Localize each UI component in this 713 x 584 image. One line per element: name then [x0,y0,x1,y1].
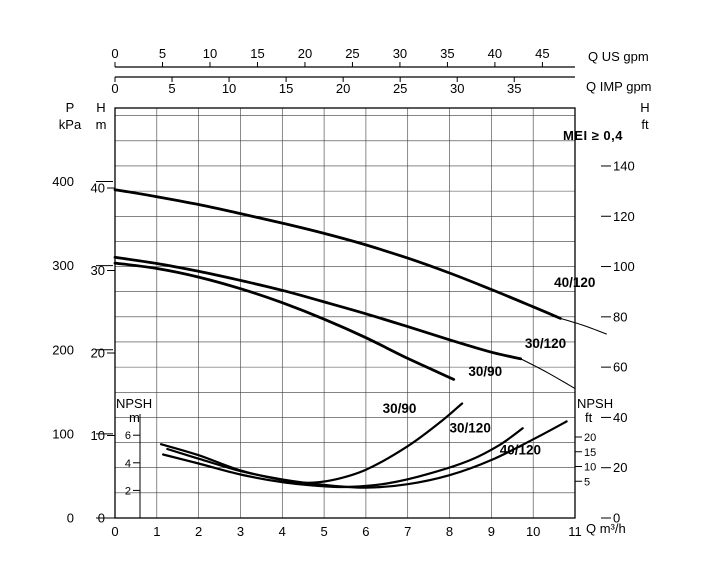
npsh-ft-tick-label: 15 [584,447,596,459]
npsh-curve-label-30/90: 30/90 [383,401,417,416]
flow-m3h-tick-label: 0 [111,524,118,539]
head-m-axis-unit: m [95,117,107,132]
flow-m3h-tick-label: 3 [237,524,244,539]
npsh-ft-axis-unit: ft [585,410,593,425]
kpa-tick-label: 0 [67,511,74,526]
us-gpm-tick-label: 15 [250,46,264,61]
flow-m3h-tick-label: 4 [279,524,286,539]
npsh-curve-40/120 [166,420,568,489]
pressure-axis-symbol: P [65,100,75,115]
head-ft-tick-label: 120 [613,209,635,224]
head-m-tick-label: 20 [91,346,105,361]
imp-gpm-tick-label: 5 [168,81,175,96]
head-m-tick-label: 0 [98,511,105,526]
head-curve-40/120 [113,188,562,320]
npsh-m-axis-unit: m [129,410,140,425]
flow-m3h-tick-label: 9 [488,524,495,539]
head-m-tick-label: 30 [91,263,105,278]
head-curve-30/90 [113,261,456,381]
flow-m3h-tick-label: 5 [320,524,327,539]
npsh-ft-tick-label: 5 [584,476,590,488]
imp-gpm-tick-label: 25 [393,81,407,96]
imp-gpm-tick-label: 35 [507,81,521,96]
imp-gpm-tick-label: 0 [111,81,118,96]
npsh-curve-label-30/120: 30/120 [450,420,491,435]
head-curve-label-30/120: 30/120 [525,336,566,351]
flow-imp-gpm-axis-label: Q IMP gpm [586,79,652,94]
kpa-tick-label: 400 [52,174,74,189]
head-ft-tick-label: 80 [613,309,627,324]
npsh-m-tick-label: 2 [125,485,131,497]
head-curve-extension-30/120 [520,358,576,390]
us-gpm-tick-label: 35 [440,46,454,61]
us-gpm-tick-label: 45 [535,46,549,61]
head-ft-tick-label: 60 [613,360,627,375]
us-gpm-tick-label: 0 [111,46,118,61]
kpa-tick-label: 200 [52,342,74,357]
us-gpm-tick-label: 30 [393,46,407,61]
head-m-tick-label: 40 [91,181,105,196]
npsh-ft-axis-symbol: NPSH [577,396,614,411]
head-curve-label-30/90: 30/90 [468,364,502,379]
imp-gpm-tick-label: 15 [279,81,293,96]
head-ft-axis-symbol: H [640,100,650,115]
flow-us-gpm-axis-label: Q US gpm [588,49,649,64]
kpa-tick-label: 300 [52,258,74,273]
flow-m3h-tick-label: 2 [195,524,202,539]
us-gpm-tick-label: 5 [159,46,166,61]
plot-border [114,107,576,519]
kpa-tick-label: 100 [52,426,74,441]
flow-m3h-axis-label: Q m³/h [586,521,626,536]
pressure-axis-unit: kPa [58,117,82,132]
flow-m3h-tick-label: 10 [526,524,540,539]
head-curve-extension-40/120 [559,317,607,335]
head-curve-30/120 [113,255,522,361]
flow-m3h-tick-label: 11 [568,524,582,539]
mei-efficiency-label: MEI ≥ 0,4 [562,128,623,143]
npsh-m-tick-label: 6 [125,430,131,442]
npsh-curve-label-40/120: 40/120 [500,443,541,458]
head-ft-tick-label: 140 [613,158,635,173]
head-ft-tick-label: 0 [613,511,620,526]
head-ft-tick-label: 100 [613,259,635,274]
us-gpm-tick-label: 10 [203,46,217,61]
npsh-ft-tick-label: 10 [584,462,596,474]
npsh-m-tick-label: 4 [125,458,131,470]
head-ft-tick-label: 40 [613,410,627,425]
us-gpm-tick-label: 20 [298,46,312,61]
head-m-axis-symbol: H [96,100,106,115]
imp-gpm-tick-label: 30 [450,81,464,96]
flow-m3h-tick-label: 6 [362,524,369,539]
us-gpm-tick-label: 40 [488,46,502,61]
npsh-ft-tick-label: 20 [584,432,596,444]
flow-m3h-tick-label: 1 [153,524,160,539]
head-curve-label-40/120: 40/120 [554,275,595,290]
imp-gpm-tick-label: 20 [336,81,350,96]
us-gpm-tick-label: 25 [345,46,359,61]
head-ft-axis-unit: ft [641,117,649,132]
flow-m3h-tick-label: 8 [446,524,453,539]
flow-m3h-tick-label: 7 [404,524,411,539]
head-m-tick-label: 10 [91,428,105,443]
npsh-m-axis-symbol: NPSH [116,396,153,411]
head-ft-tick-label: 20 [613,460,627,475]
npsh-curve-30/90 [159,402,464,484]
imp-gpm-tick-label: 10 [222,81,236,96]
